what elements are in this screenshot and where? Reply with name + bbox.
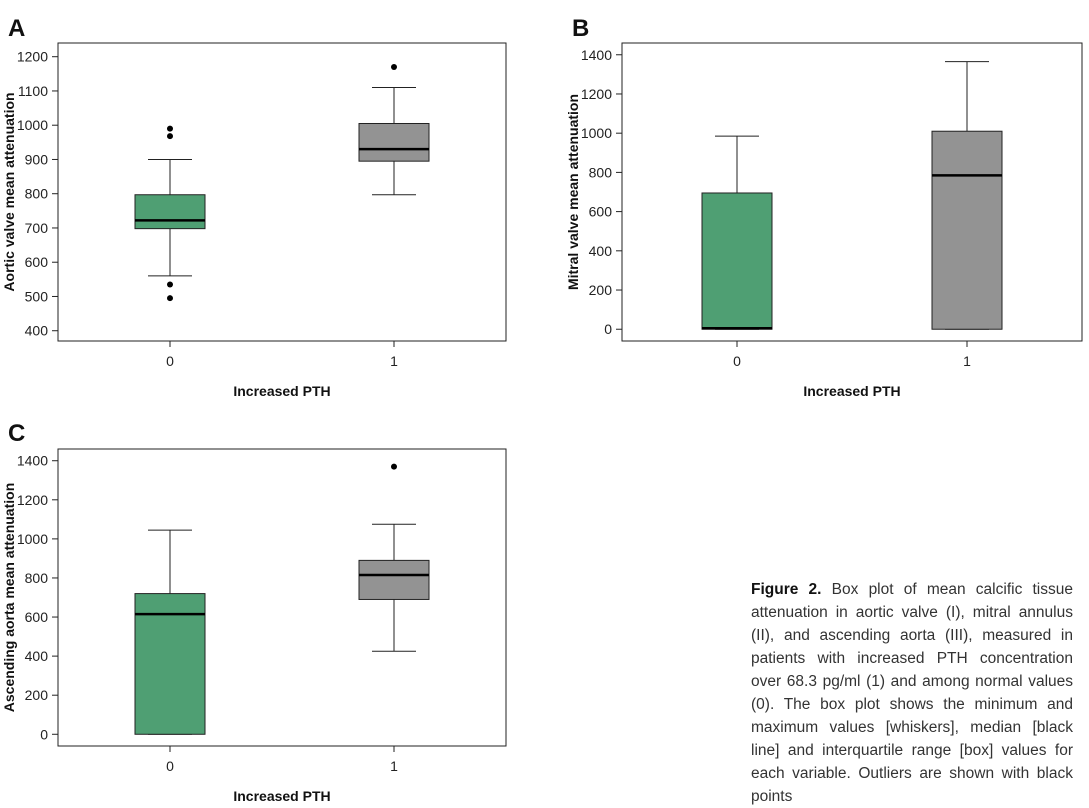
figure-caption: Figure 2. Box plot of mean calcific tiss… — [751, 578, 1073, 808]
y-tick-label: 900 — [25, 151, 49, 167]
box-group-0 — [701, 135, 773, 330]
box-group-0 — [134, 125, 206, 302]
y-tick-label: 400 — [25, 323, 49, 339]
x-tick-label: 1 — [390, 758, 398, 774]
y-tick-label: 200 — [25, 687, 49, 703]
y-tick-label: 200 — [589, 282, 613, 298]
outlier-point — [167, 295, 173, 302]
iqr-box — [358, 559, 430, 600]
y-tick-label: 1200 — [17, 492, 48, 508]
y-tick-label: 600 — [589, 204, 613, 220]
outlier-point — [167, 281, 173, 288]
y-tick-label: 1200 — [17, 49, 48, 65]
x-axis-title: Increased PTH — [803, 383, 900, 399]
outlier-point — [391, 463, 397, 470]
y-tick-label: 800 — [25, 570, 49, 586]
y-axis-title: Mitral valve mean attenuation — [565, 94, 581, 290]
outlier-point — [167, 133, 173, 140]
y-tick-label: 500 — [25, 288, 49, 304]
panel-letter: B — [572, 15, 589, 42]
y-tick-label: 0 — [40, 726, 48, 742]
y-tick-label: 1100 — [18, 83, 48, 99]
x-tick-label: 0 — [166, 353, 174, 369]
box-group-1 — [931, 61, 1003, 330]
plot-frame — [621, 42, 1083, 342]
y-axis-title: Ascending aorta mean attenuation — [1, 483, 17, 712]
x-axis-title: Increased PTH — [233, 788, 330, 804]
panel-letter: A — [8, 15, 25, 42]
panel-a: A 400 500 600 700 800 900 1000 1100 1200 Aortic va… — [1, 15, 507, 399]
box-group-1 — [358, 63, 430, 196]
y-tick-label: 800 — [589, 164, 613, 180]
iqr-box — [701, 192, 773, 330]
y-tick-label: 1400 — [581, 47, 612, 63]
panel-letter: C — [8, 420, 25, 447]
iqr-box — [931, 130, 1003, 330]
caption-label: Figure 2. — [751, 581, 822, 598]
plot-frame — [57, 42, 507, 342]
y-tick-label: 0 — [604, 321, 612, 337]
panel-b: B 0 200 400 600 800 1000 1200 1400 Mitral valve m… — [565, 15, 1083, 399]
y-tick-label: 400 — [25, 648, 49, 664]
y-tick-label: 1000 — [581, 125, 612, 141]
iqr-box — [134, 194, 206, 230]
outlier-point — [391, 63, 397, 70]
box-group-0 — [134, 529, 206, 735]
y-tick-label: 1200 — [581, 86, 612, 102]
x-tick-label: 1 — [390, 353, 398, 369]
y-tick-label: 600 — [25, 254, 49, 270]
y-axis-title: Aortic valve mean attenuation — [1, 92, 17, 291]
caption-text: Box plot of mean calcific tissue attenua… — [751, 581, 1073, 805]
x-axis-title: Increased PTH — [233, 383, 330, 399]
box-group-1 — [358, 463, 430, 652]
iqr-box — [358, 122, 430, 162]
y-tick-label: 400 — [589, 243, 613, 259]
x-tick-label: 0 — [733, 353, 741, 369]
y-tick-label: 1000 — [17, 117, 48, 133]
y-tick-label: 800 — [25, 186, 49, 202]
y-tick-label: 1000 — [17, 531, 48, 547]
plot-frame — [57, 448, 507, 747]
y-tick-label: 700 — [25, 220, 49, 236]
iqr-box — [134, 593, 206, 735]
outlier-point — [167, 125, 173, 132]
y-tick-label: 1400 — [17, 453, 48, 469]
y-tick-label: 600 — [25, 609, 49, 625]
x-tick-label: 1 — [963, 353, 971, 369]
x-tick-label: 0 — [166, 758, 174, 774]
